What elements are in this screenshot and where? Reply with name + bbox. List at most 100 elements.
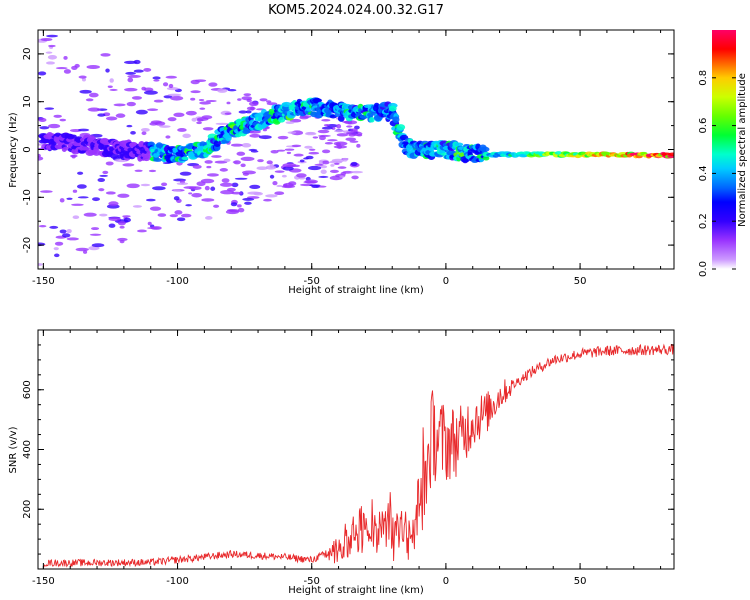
- spectrogram-noise-blob: [105, 191, 116, 195]
- spectrogram-noise-blob: [351, 175, 359, 180]
- spectrogram-noise-blob: [339, 175, 345, 178]
- spectrogram-noise-blob: [350, 161, 358, 167]
- spectrogram-noise-blob: [123, 217, 131, 223]
- spectrogram-ridge-blob: [147, 141, 156, 148]
- spectrogram-noise-blob: [131, 96, 143, 100]
- spectrogram-noise-blob: [201, 198, 215, 202]
- spectrogram-noise-blob: [107, 85, 113, 88]
- spectrogram-noise-blob: [48, 44, 56, 48]
- spectrogram-noise-blob: [233, 160, 241, 165]
- spectrogram-noise-blob: [141, 131, 147, 136]
- spectrogram-noise-blob: [63, 56, 68, 60]
- spectrogram-noise-blob: [117, 237, 128, 242]
- colorbar-tick-label: 0.4: [698, 165, 709, 181]
- spectrogram-noise-blob: [87, 107, 101, 112]
- spectrogram-noise-blob: [143, 90, 158, 95]
- spectrogram-noise-blob: [244, 201, 252, 205]
- spectrogram-noise-blob: [230, 202, 238, 207]
- spectrogram-ridge-blob: [479, 146, 490, 153]
- spectrogram-noise-blob: [202, 127, 214, 131]
- spectrogram-noise-blob: [75, 247, 89, 252]
- spectrogram-noise-blob: [78, 75, 87, 79]
- spectrogram-noise-blob: [71, 154, 76, 159]
- spectrogram-noise-blob: [299, 115, 309, 120]
- spectrogram-noise-blob: [59, 118, 67, 122]
- spectrogram-noise-blob: [153, 99, 164, 103]
- spectrogram-noise-blob: [59, 229, 67, 234]
- y-tick-label: 400: [22, 440, 33, 459]
- x-tick-label: 50: [574, 576, 587, 587]
- spectrogram-noise-blob: [196, 181, 206, 187]
- spectrogram-noise-blob: [309, 184, 321, 187]
- spectrogram-noise-blob: [205, 100, 217, 103]
- spectrogram-ridge-blob: [482, 155, 490, 161]
- spectrogram-noise-blob: [324, 141, 333, 145]
- spectrogram-noise-blob: [38, 224, 47, 228]
- spectrogram-noise-blob: [318, 175, 329, 178]
- colorbar-gradient: [712, 30, 736, 269]
- spectrogram-noise-blob: [219, 182, 233, 187]
- spectrogram-noise-blob: [330, 163, 335, 167]
- spectrogram-noise-blob: [45, 61, 55, 65]
- spectrogram-noise-blob: [44, 107, 55, 110]
- spectrogram-noise-blob: [126, 101, 136, 107]
- spectrogram-noise-blob: [126, 124, 133, 128]
- spectrogram-noise-blob: [71, 65, 78, 70]
- spectrogram-noise-blob: [350, 170, 363, 174]
- spectrogram-noise-blob: [204, 216, 213, 220]
- spectrogram-noise-blob: [55, 67, 68, 70]
- spectrogram-noise-blob: [59, 198, 65, 203]
- spectrogram-noise-blob: [269, 174, 275, 179]
- spectrogram-noise-blob: [143, 67, 152, 72]
- spectrogram-noise-blob: [122, 215, 131, 218]
- spectrogram-noise-blob: [127, 77, 134, 83]
- spectrogram-noise-blob: [206, 173, 219, 177]
- spectrogram-noise-blob: [98, 188, 105, 192]
- spectrogram-noise-blob: [125, 71, 136, 75]
- spectrogram-noise-blob: [277, 135, 289, 140]
- spectrogram-noise-blob: [48, 123, 61, 129]
- spectrogram-noise-blob: [245, 110, 252, 114]
- spectrogram-noise-blob: [196, 117, 209, 121]
- spectrogram-noise-blob: [242, 172, 249, 176]
- spectrogram-noise-blob: [72, 215, 80, 220]
- spectrogram-noise-blob: [162, 82, 169, 87]
- spectrogram-noise-blob: [304, 132, 317, 136]
- spectrogram-noise-blob: [99, 213, 108, 217]
- spectrogram-noise-blob: [210, 186, 216, 191]
- spectrogram-noise-blob: [170, 95, 184, 101]
- spectrogram-noise-blob: [79, 89, 92, 94]
- spectrogram-noise-blob: [349, 140, 359, 143]
- chart-title: KOM5.2024.024.00.32.G17: [268, 3, 444, 18]
- spectrogram-noise-blob: [71, 203, 84, 206]
- spectrogram-noise-blob: [108, 223, 116, 228]
- spectrogram-noise-blob: [307, 165, 322, 171]
- spectrogram-ridge-blob: [274, 119, 280, 124]
- spectrogram-noise-blob: [140, 127, 150, 132]
- spectrogram-noise-blob: [243, 93, 252, 97]
- spectrogram-noise-blob: [97, 178, 106, 183]
- spectrogram-ridge-blob: [281, 101, 292, 108]
- spectrogram-ridge-blob: [225, 134, 232, 142]
- spectrogram-noise-blob: [40, 190, 53, 193]
- spectrogram-noise-blob: [256, 166, 268, 171]
- spectrogram-noise-blob: [274, 191, 285, 196]
- spectrogram-noise-blob: [287, 131, 297, 134]
- spectrogram-noise-blob: [215, 122, 229, 125]
- spectrogram-noise-blob: [89, 233, 102, 236]
- spectrogram-noise-blob: [345, 137, 357, 141]
- spectrogram-noise-blob: [91, 243, 105, 248]
- colorbar-tick-label: 0.0: [698, 261, 709, 277]
- spectrogram-x-ticks: -150 -100 -50 0 50: [32, 30, 662, 287]
- spectrogram-noise-blob: [72, 189, 78, 193]
- spectrogram-noise-blob: [208, 82, 218, 87]
- spectrogram-noise-blob: [274, 170, 285, 173]
- spectrogram-noise-blob: [225, 209, 239, 215]
- spectrogram-noise-blob: [246, 106, 256, 111]
- x-tick-label: -100: [166, 276, 189, 287]
- spectrogram-noise-blob: [188, 192, 193, 195]
- spectrogram-noise-blob: [321, 119, 331, 122]
- spectrogram-ridge-blob: [554, 151, 563, 155]
- spectrogram-noise-blob: [38, 263, 43, 266]
